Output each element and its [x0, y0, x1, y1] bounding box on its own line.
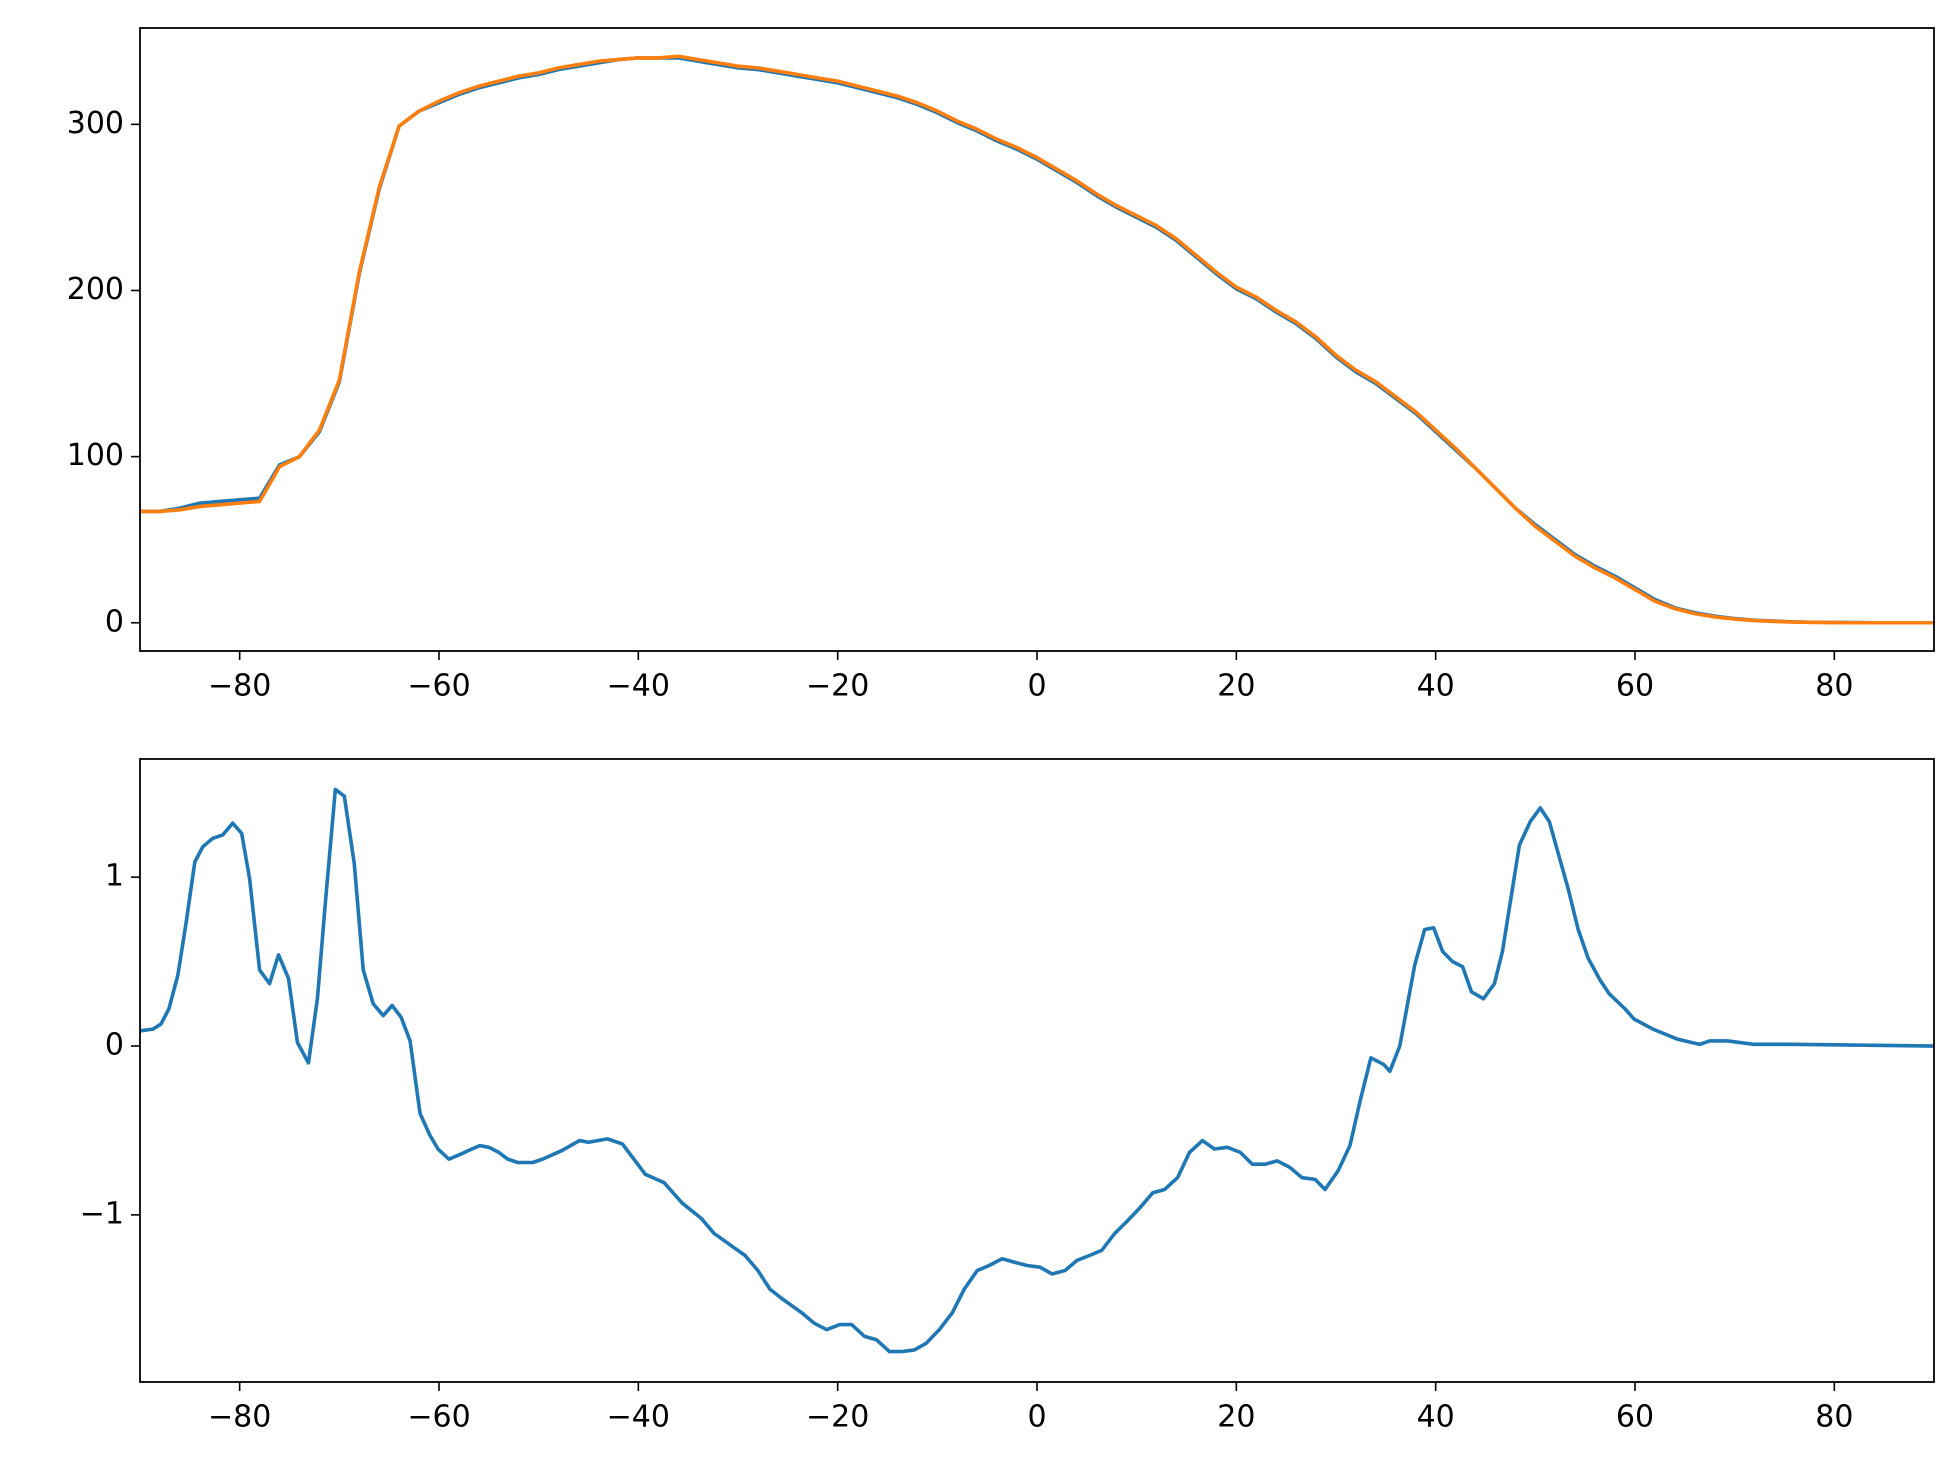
x-tick-label: −20	[806, 1400, 869, 1435]
x-tick-label: −60	[407, 669, 470, 704]
y-tick-label: 100	[67, 438, 124, 473]
y-tick-label: 0	[105, 604, 124, 639]
y-tick-label: 0	[105, 1028, 124, 1063]
axes: −80 −60 −40 −20 0 20 40 60 80 0 100 200 300	[67, 106, 1854, 704]
x-tick-label: −20	[806, 669, 869, 704]
x-tick-label: 40	[1417, 669, 1455, 704]
x-tick-label: 80	[1815, 1400, 1853, 1435]
x-tick-label: 20	[1217, 669, 1255, 704]
x-tick-label: −40	[607, 1400, 670, 1435]
x-tick-label: −40	[607, 669, 670, 704]
x-tick-label: −80	[208, 669, 271, 704]
data-line	[140, 54, 1934, 625]
y-tick-label: 300	[67, 106, 124, 141]
x-tick-label: 40	[1417, 1400, 1455, 1435]
x-tick-label: 0	[1027, 1400, 1046, 1435]
x-tick-label: −80	[208, 1400, 271, 1435]
x-tick-label: 80	[1815, 669, 1853, 704]
x-tick-label: −60	[407, 1400, 470, 1435]
data-line	[140, 787, 1934, 1354]
x-tick-label: 60	[1616, 669, 1654, 704]
axes-frame	[139, 758, 1935, 1383]
x-tick-label: 60	[1616, 1400, 1654, 1435]
y-tick-label: 1	[105, 859, 124, 894]
y-tick-label: −1	[80, 1196, 124, 1231]
x-tick-label: 20	[1217, 1400, 1255, 1435]
axes: −80 −60 −40 −20 0 20 40 60 80 −1 0 1	[80, 859, 1854, 1435]
y-tick-label: 200	[67, 272, 124, 307]
x-tick-label: 0	[1027, 669, 1046, 704]
axes-frame	[139, 27, 1935, 652]
data-line	[140, 56, 1934, 625]
